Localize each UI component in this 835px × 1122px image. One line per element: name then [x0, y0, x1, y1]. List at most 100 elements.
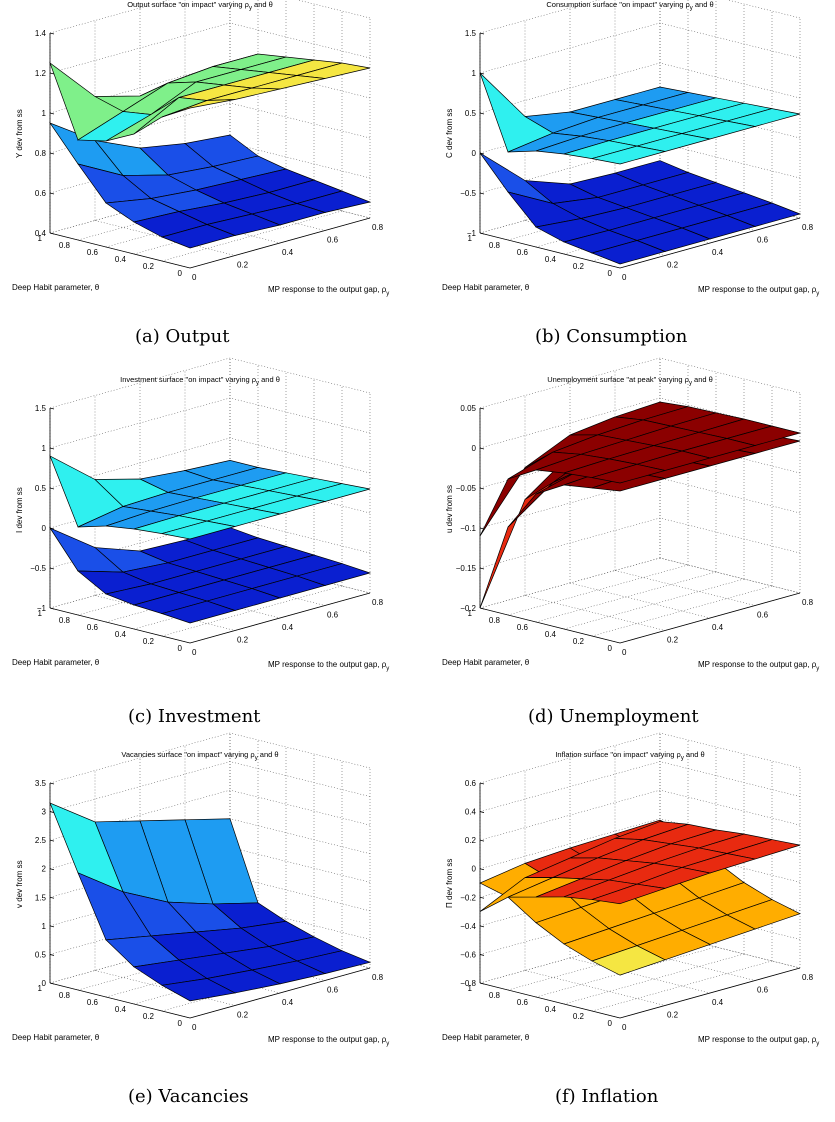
z-tick	[49, 896, 55, 899]
x-axis-line	[619, 592, 801, 644]
y-tick-label: 0.8	[59, 241, 71, 250]
x-axis-label-sub: y	[386, 666, 389, 672]
z-tick	[49, 152, 55, 155]
y-axis-label: Deep Habit parameter, θ	[442, 283, 530, 292]
z-tick-label: 0	[472, 149, 477, 158]
y-tick-label: 0.2	[143, 1012, 155, 1021]
x-tick-label: 0	[192, 648, 197, 657]
z-axis-label: Y dev from ss	[15, 109, 24, 158]
y-tick-label: 0.2	[573, 637, 585, 646]
z-tick	[49, 72, 55, 75]
y-tick-label: 1	[38, 234, 43, 243]
gridline	[479, 732, 801, 784]
z-tick	[479, 152, 485, 155]
z-tick	[49, 112, 55, 115]
x-axis-label: MP response to the output gap, ρy	[268, 660, 389, 672]
z-tick-label: 0.6	[465, 779, 477, 788]
z-axis-label: v dev from ss	[15, 860, 24, 908]
x-axis-line	[189, 217, 371, 269]
caption-consumption: (b) Consumption	[535, 326, 688, 347]
z-tick-label: −0.8	[460, 979, 476, 988]
surface-upper	[479, 821, 801, 912]
y-axis-line	[49, 232, 191, 269]
z-axis-label: Π dev from ss	[445, 859, 454, 908]
surface-patch	[591, 463, 666, 484]
surface-patch	[161, 520, 236, 540]
gridline	[659, 557, 801, 594]
z-tick-label: 0.2	[465, 836, 477, 845]
panel-title: Vacancies surface "on impact" varying ρy…	[121, 750, 279, 762]
z-tick-label: 0	[472, 444, 477, 453]
z-tick-label: 0.8	[35, 149, 47, 158]
z-tick-label: 3	[42, 808, 47, 817]
panel-output: Output surface "on impact" varying ρy an…	[0, 0, 400, 300]
y-tick-label: 0.2	[573, 1012, 585, 1021]
x-axis-line	[189, 592, 371, 644]
x-axis-label: MP response to the output gap, ρy	[698, 660, 819, 672]
x-axis-label-sub: y	[386, 1041, 389, 1047]
y-tick-label: 0.6	[87, 998, 99, 1007]
z-tick-label: −0.5	[460, 189, 476, 198]
x-tick-label: 0	[622, 648, 627, 657]
z-tick	[49, 487, 55, 490]
surface-patch	[160, 978, 237, 1002]
x-tick-label: 0.8	[372, 598, 384, 607]
axes: −0.8 −0.6 −0.4 −0.2 0 0.2 0.4 0.6 0 0.2 0.4 0.6 0.8 0…	[442, 779, 819, 1047]
surface-patch	[591, 883, 666, 905]
y-axis-label: Deep Habit parameter, θ	[442, 1033, 530, 1042]
z-tick	[479, 72, 485, 75]
y-axis-label: Deep Habit parameter, θ	[12, 283, 100, 292]
axes: −0.2 −0.15 −0.1 −0.05 0 0.05 0 0.2 0.4 0.6 0.8 0 0.2…	[442, 404, 819, 672]
z-tick	[479, 407, 485, 410]
z-axis-label: u dev from ss	[445, 485, 454, 533]
gridline	[507, 939, 689, 991]
z-tick-label: −0.15	[456, 564, 477, 573]
panel-consumption: Consumption surface "on impact" varying …	[430, 0, 830, 300]
z-tick	[479, 982, 485, 985]
x-tick-label: 0.8	[802, 223, 814, 232]
z-tick	[49, 982, 55, 985]
caption-investment: (c) Investment	[128, 706, 261, 727]
gridline	[524, 970, 666, 1006]
surface-patch	[161, 99, 236, 118]
y-tick-label: 0.2	[573, 262, 585, 271]
z-tick-label: 1.4	[35, 29, 47, 38]
gridline	[591, 585, 773, 637]
x-tick-label: 0.6	[327, 611, 339, 620]
gridline	[479, 557, 661, 609]
x-tick-label: 0.6	[757, 986, 769, 995]
z-tick-label: 1	[472, 69, 477, 78]
surface-lower	[49, 527, 372, 624]
y-tick-label: 1	[38, 609, 43, 618]
z-tick	[49, 607, 55, 610]
surface-upper	[49, 53, 371, 142]
surface-plot: 0.4 0.6 0.8 1 1.2 1.4 0 0.2 0.4 0.6 0.8 0 0.2 0.4 0.6 0…	[12, 0, 389, 297]
z-tick-label: 1	[42, 922, 47, 931]
z-tick	[49, 232, 55, 235]
z-tick-label: 1	[42, 444, 47, 453]
z-tick-label: 1.5	[35, 404, 47, 413]
z-tick-label: 1.5	[465, 29, 477, 38]
y-tick-label: 1	[468, 234, 473, 243]
caption-output: (a) Output	[135, 326, 230, 347]
gridline	[479, 357, 801, 409]
y-tick-label: 0.6	[87, 623, 99, 632]
z-tick	[49, 925, 55, 928]
surface-patch	[590, 240, 667, 265]
surface-plot: 0 0.5 1 1.5 2 2.5 3 3.5 0 0.2 0.4 0.6 0.8 0 0.2 0.4 0.6 0…	[12, 732, 389, 1047]
z-tick-label: −0.5	[30, 564, 46, 573]
gridline	[161, 585, 343, 637]
gridline	[49, 0, 371, 34]
gridline	[49, 102, 371, 154]
y-tick-label: 0.4	[115, 255, 127, 264]
y-tick-label: 0	[608, 1019, 613, 1028]
x-tick-label: 0.6	[757, 611, 769, 620]
gridline	[479, 517, 801, 569]
gridline	[507, 564, 689, 616]
x-axis-label-sub: y	[816, 291, 819, 297]
x-tick-label: 0.8	[802, 598, 814, 607]
x-tick-label: 0.6	[327, 986, 339, 995]
y-tick-label: 1	[468, 984, 473, 993]
z-tick	[479, 954, 485, 956]
gridline	[479, 932, 661, 984]
